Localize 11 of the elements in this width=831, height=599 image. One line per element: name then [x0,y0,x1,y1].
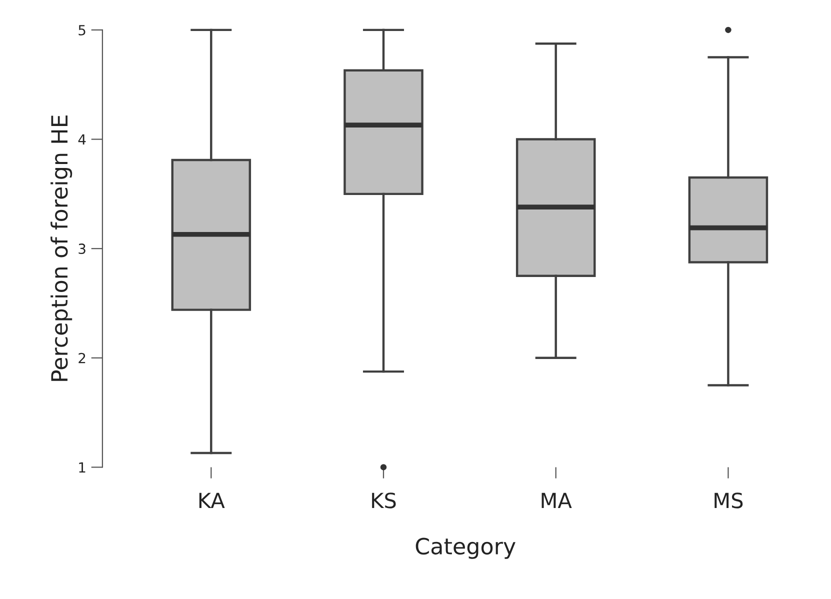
y-tick-label: 5 [78,25,86,36]
x-tick-label: KA [199,492,225,508]
x-tick-label: MA [542,492,572,508]
x-tick-label: KS [372,492,396,508]
y-tick-label: 4 [78,134,86,145]
y-axis-title: Perception of foreign HE [50,116,72,381]
x-tick-label: MS [714,492,743,508]
x-axis-title: Category [416,538,516,559]
y-tick-label: 1 [79,462,86,472]
y-tick-label: 3 [78,244,86,254]
y-tick-label: 2 [78,352,86,364]
